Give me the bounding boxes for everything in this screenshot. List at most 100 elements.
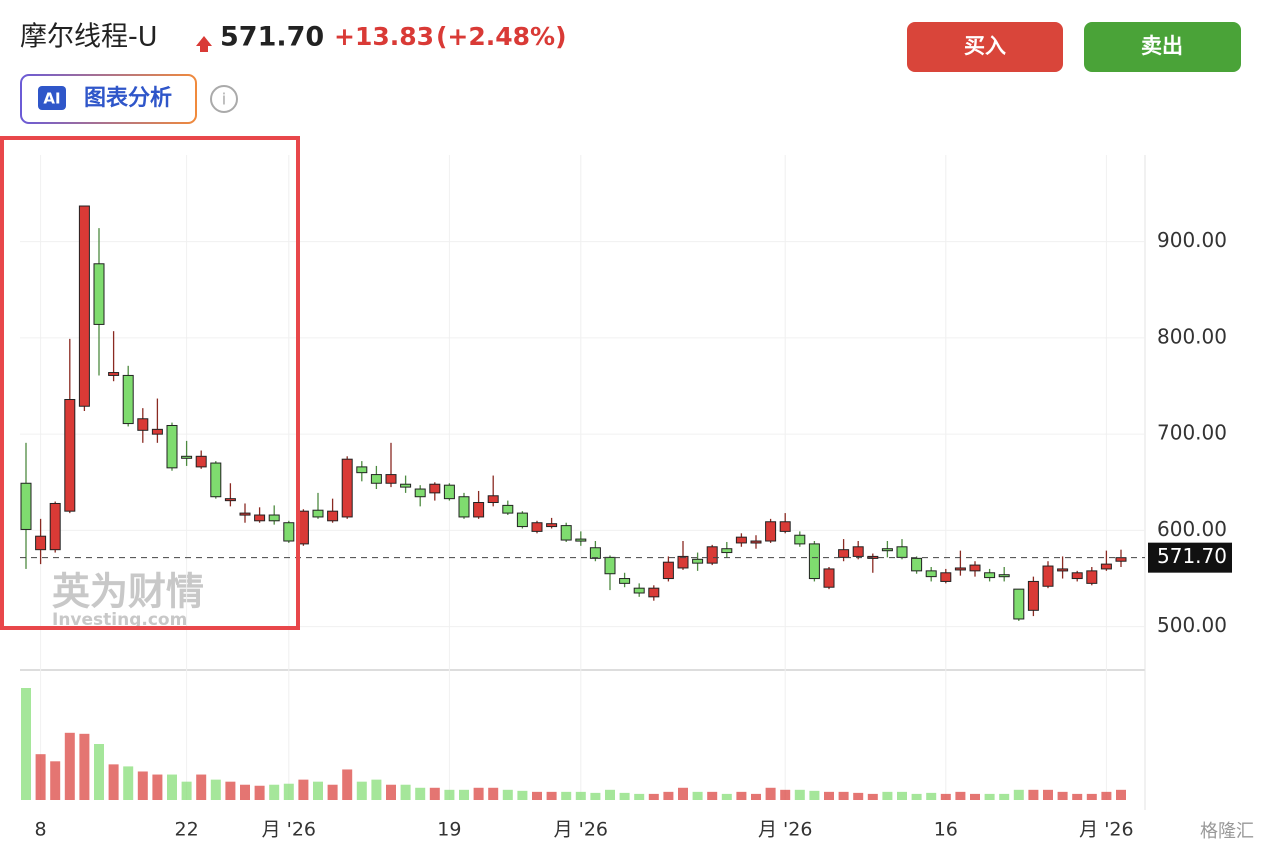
volume-bar — [269, 784, 280, 800]
candle-body — [429, 483, 441, 494]
candle-body — [137, 418, 149, 431]
candle-body — [151, 428, 163, 435]
volume-bar — [561, 791, 572, 800]
volume-bar — [313, 781, 323, 800]
sell-button[interactable] — [1084, 22, 1241, 72]
volume-bar — [940, 793, 951, 800]
volume-bar — [707, 791, 718, 800]
candle-body — [1057, 568, 1069, 572]
candle-body — [546, 523, 558, 528]
candle-body — [881, 548, 893, 552]
candle-body — [1115, 557, 1127, 562]
volume-bar — [882, 791, 893, 800]
volume-bar — [663, 791, 674, 800]
x-tick-label: 8 — [35, 819, 47, 841]
candle-body — [779, 521, 791, 532]
stock-name: 摩尔线程-U — [20, 22, 158, 53]
candle-body — [195, 455, 207, 468]
y-tick-label: 900.00 — [1157, 228, 1227, 252]
ai-button[interactable] — [20, 74, 197, 124]
y-tick-label: 800.00 — [1157, 324, 1227, 348]
candle-body — [823, 568, 835, 588]
candle-body — [341, 458, 353, 518]
candle-body — [1071, 572, 1083, 580]
candle-body — [735, 536, 747, 544]
volume-bar — [911, 793, 922, 800]
candle-body — [998, 574, 1010, 578]
volume-bar — [751, 793, 761, 800]
volume-bar — [254, 785, 265, 800]
volume-bar — [210, 779, 221, 800]
candle-body — [312, 509, 324, 518]
price: 571.70 — [220, 22, 324, 53]
candle-body — [1013, 588, 1025, 620]
volume-bar — [692, 791, 703, 800]
buy-button[interactable] — [907, 22, 1063, 72]
volume-bar — [824, 791, 834, 800]
candle-body — [662, 561, 674, 580]
candle-body — [268, 514, 280, 522]
candle-body — [984, 572, 996, 579]
volume-bar — [79, 733, 90, 800]
candle-body — [808, 543, 820, 580]
candle-body — [911, 557, 923, 572]
candle-body — [925, 570, 937, 578]
candle-body — [210, 462, 222, 498]
candle-body — [224, 498, 236, 502]
candle-body — [49, 502, 61, 551]
candle-body — [604, 556, 616, 575]
change-pct: (+2.48%) — [436, 22, 567, 51]
info-icon[interactable] — [210, 85, 238, 113]
candle-body — [750, 540, 762, 544]
ai-badge-bg — [38, 86, 66, 110]
plot: 500.00 600.00 700.00 800.00 900.00 8 22 月 '26 19… — [20, 155, 1232, 841]
candle-body — [969, 564, 981, 572]
volume-bar — [765, 787, 776, 800]
y-tick-label: 700.00 — [1157, 421, 1227, 445]
volume-bar — [809, 790, 820, 800]
volume-bar — [634, 793, 645, 800]
volume-bar — [502, 789, 513, 800]
volume-bar — [517, 790, 528, 800]
y-tick-label: 500.00 — [1157, 613, 1227, 637]
candle-body — [64, 399, 76, 512]
candle-body — [166, 424, 178, 469]
y-tick-label: 600.00 — [1157, 517, 1227, 541]
volume-bar — [736, 791, 747, 800]
volume-bar — [1013, 789, 1024, 800]
watermark-brand: 英为财情 — [52, 570, 204, 614]
sell-label: 卖出 — [1141, 34, 1183, 58]
volume-bar — [444, 789, 455, 800]
volume-bar — [167, 774, 177, 800]
volume-bar — [605, 789, 615, 800]
candle-body — [692, 558, 704, 564]
volume-bar — [473, 787, 484, 800]
candle-body — [954, 567, 966, 571]
candle-body — [370, 474, 382, 484]
volume-bar — [955, 791, 966, 800]
candle-body — [356, 466, 368, 474]
volume-bar — [64, 732, 75, 800]
candle-body — [254, 514, 266, 522]
candle-body — [487, 495, 499, 504]
volume-bar — [984, 793, 995, 800]
volume-bar — [853, 792, 864, 800]
volume-bar — [575, 791, 586, 800]
candle-body — [575, 538, 587, 542]
highlight-box — [0, 136, 300, 630]
volume-bar — [50, 761, 61, 800]
volume-bar — [590, 792, 601, 800]
candle-body — [93, 263, 105, 325]
info-icon-glyph: i — [222, 90, 226, 109]
volume-bar — [838, 791, 849, 800]
candle-body — [108, 372, 120, 376]
candle-body — [283, 522, 295, 542]
candle-body — [765, 521, 777, 542]
volume-bar — [225, 781, 236, 800]
volume-bar — [970, 793, 980, 800]
volume-bar — [1028, 789, 1039, 800]
candle-body — [414, 488, 426, 498]
candle-body — [633, 587, 645, 594]
volume-bar — [678, 787, 688, 800]
volume-bar — [327, 784, 338, 800]
